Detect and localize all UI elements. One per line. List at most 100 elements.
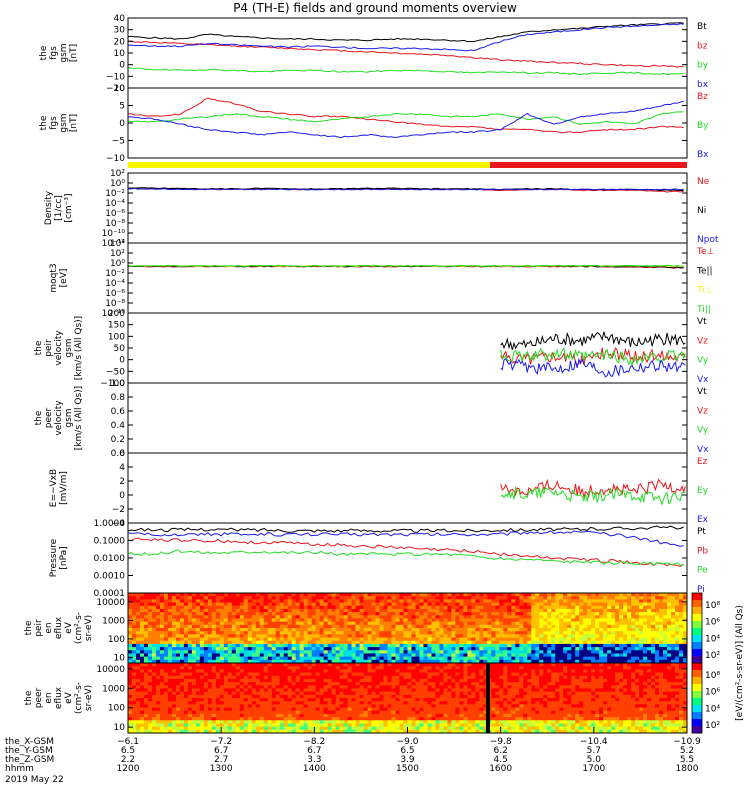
heatmap-cell — [351, 631, 356, 635]
heatmap-cell — [511, 637, 516, 642]
heatmap-cell — [195, 624, 201, 629]
heatmap-cell — [359, 688, 364, 693]
heatmap-cell — [519, 615, 524, 619]
heatmap-cell — [207, 624, 213, 629]
heatmap-cell — [219, 698, 225, 702]
y-tick-label: 0.4 — [111, 421, 126, 431]
heatmap-cell — [143, 685, 149, 689]
heatmap-cell — [275, 720, 281, 724]
heatmap-cell — [319, 675, 325, 680]
heatmap-cell — [587, 628, 592, 632]
heatmap-cell — [643, 643, 648, 648]
heatmap-cell — [579, 596, 584, 600]
heatmap-cell — [139, 678, 145, 683]
heatmap-cell — [659, 605, 664, 610]
heatmap-cell — [159, 628, 165, 632]
heatmap-cell — [243, 640, 249, 645]
heatmap-cell — [183, 659, 189, 664]
heatmap-cell — [339, 729, 345, 734]
heatmap-cell — [307, 643, 313, 648]
heatmap-cell — [167, 650, 173, 654]
heatmap-cell — [231, 707, 237, 712]
heatmap-cell — [187, 599, 193, 603]
heatmap-cell — [411, 713, 416, 718]
heatmap-cell — [211, 650, 217, 654]
heatmap-cell — [363, 643, 368, 648]
heatmap-cell — [359, 720, 364, 724]
heatmap-cell — [171, 612, 177, 616]
heatmap-cell — [659, 599, 664, 603]
series-line-by — [127, 67, 684, 76]
heatmap-cell — [315, 682, 321, 686]
heatmap-cell — [187, 729, 193, 734]
heatmap-cell — [167, 685, 173, 689]
heatmap-cell — [131, 634, 137, 638]
heatmap-cell — [191, 729, 197, 734]
heatmap-cell — [207, 701, 213, 705]
heatmap-cell — [623, 634, 628, 638]
heatmap-cell — [135, 701, 141, 705]
heatmap-cell — [387, 688, 392, 693]
heatmap-cell — [191, 701, 197, 705]
heatmap-cell — [527, 650, 532, 654]
heatmap-cell — [259, 650, 265, 654]
heatmap-cell — [263, 682, 269, 686]
heatmap-cell — [635, 608, 640, 613]
heatmap-cell — [623, 637, 628, 642]
heatmap-cell — [327, 631, 333, 635]
y-tick-label: 10 — [114, 84, 126, 94]
heatmap-cell — [259, 605, 265, 610]
heatmap-cell — [463, 650, 468, 654]
heatmap-cell — [615, 653, 620, 658]
heatmap-cell — [419, 643, 424, 648]
heatmap-cell — [231, 637, 237, 642]
heatmap-cell — [399, 678, 404, 683]
heatmap-cell — [319, 704, 325, 708]
heatmap-cell — [391, 720, 396, 724]
heatmap-cell — [531, 602, 536, 607]
heatmap-cell — [411, 628, 416, 632]
heatmap-cell — [615, 618, 620, 623]
heatmap-cell — [567, 612, 572, 616]
heatmap-cell — [275, 605, 281, 610]
heatmap-cell — [467, 637, 472, 642]
heatmap-cell — [159, 634, 165, 638]
heatmap-cell — [375, 656, 380, 661]
heatmap-cell — [423, 647, 428, 651]
heatmap-cell — [587, 656, 592, 661]
heatmap-cell — [419, 605, 424, 610]
heatmap-cell — [679, 643, 684, 648]
heatmap-cell — [283, 637, 289, 642]
heatmap-cell — [195, 691, 201, 696]
heatmap-cell — [311, 621, 317, 626]
heatmap-cell — [239, 704, 245, 708]
heatmap-cell — [247, 608, 253, 613]
heatmap-cell — [311, 653, 317, 658]
heatmap-cell — [255, 678, 261, 683]
heatmap-cell — [623, 643, 628, 648]
heatmap-cell — [187, 720, 193, 724]
heatmap-cell — [207, 659, 213, 664]
heatmap-cell — [535, 637, 540, 642]
heatmap-cell — [235, 650, 241, 654]
heatmap-cell — [483, 596, 488, 600]
heatmap-cell — [307, 640, 313, 645]
heatmap-cell — [327, 720, 333, 724]
heatmap-cell — [267, 669, 273, 673]
heatmap-cell — [535, 605, 540, 610]
heatmap-cell — [191, 618, 197, 623]
heatmap-cell — [215, 707, 221, 712]
heatmap-cell — [339, 628, 345, 632]
heatmap-cell — [203, 631, 209, 635]
heatmap-cell — [387, 713, 392, 718]
heatmap-cell — [423, 643, 428, 648]
heatmap-cell — [171, 615, 177, 619]
heatmap-cell — [407, 713, 412, 718]
heatmap-cell — [411, 593, 416, 597]
heatmap-cell — [371, 701, 376, 705]
heatmap-cell — [311, 720, 317, 724]
heatmap-cell — [387, 647, 392, 651]
heatmap-cell — [323, 726, 329, 731]
heatmap-cell — [227, 669, 233, 673]
heatmap-cell — [379, 678, 384, 683]
